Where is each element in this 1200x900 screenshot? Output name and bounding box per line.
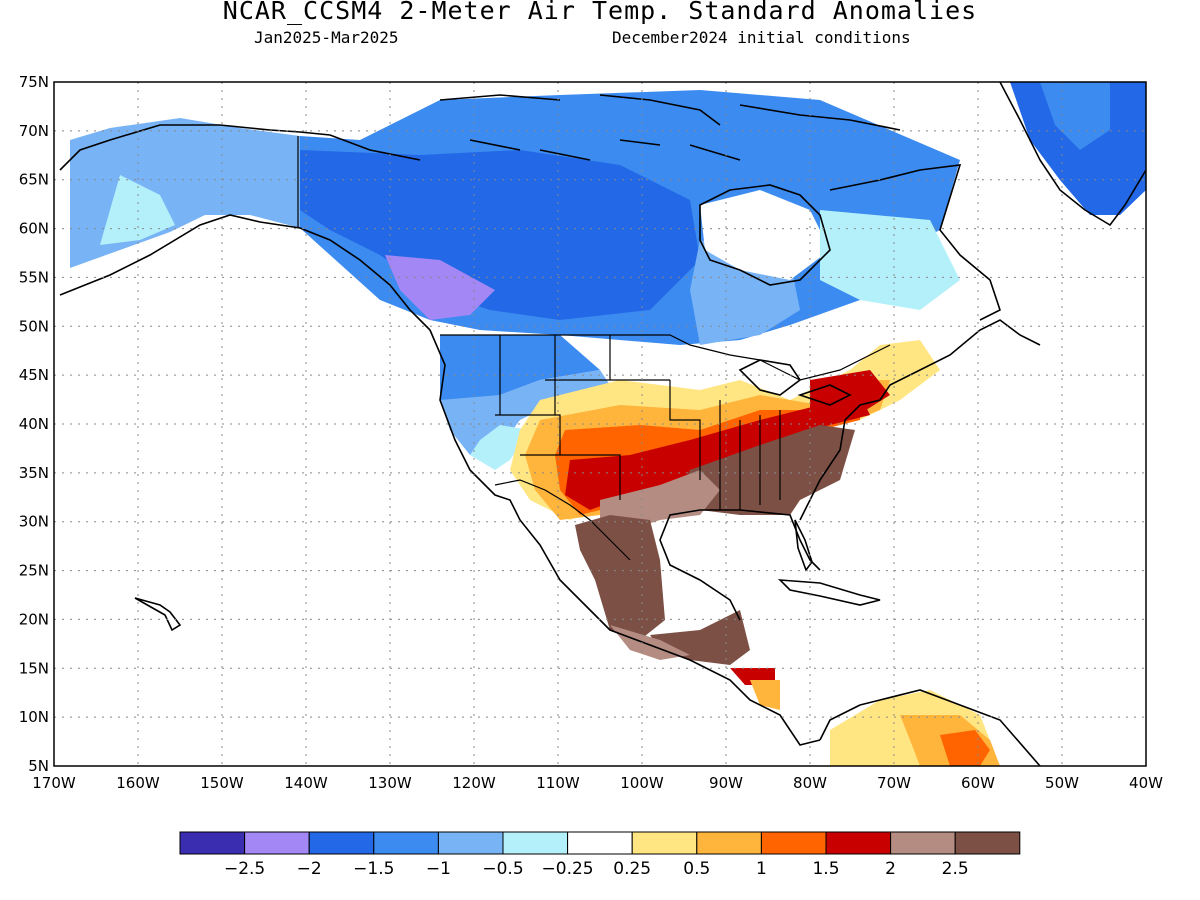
lon-tick-label: 140W [284,774,328,792]
lat-tick-label: 75N [19,73,49,91]
southeast-brown [680,425,855,515]
lon-tick-label: 70W [877,774,911,792]
init-label: December2024 initial conditions [612,28,911,47]
lon-tick-label: 80W [793,774,827,792]
hawaii [134,597,182,632]
arctic-islands [439,94,901,161]
lon-tick-label: 130W [368,774,412,792]
lat-tick-label: 60N [19,220,49,238]
quebec-light [820,210,960,310]
plot-frame [53,81,1147,767]
lat-tick-label: 40N [19,415,49,433]
central-america-tan [610,625,690,660]
hudson-bay-gap [700,190,830,280]
florida [794,519,813,572]
lon-tick-label: 160W [116,774,160,792]
bc-purple [385,255,495,320]
colorbar-swatch [308,831,375,855]
colorbar-swatch [631,831,698,855]
us-mexico-border [494,479,631,561]
east-coast [799,319,1041,521]
greenland-light [1040,82,1110,150]
lon-tick-label: 40W [1129,774,1163,792]
colorbar-swatch [825,831,892,855]
colorbar-swatch [373,831,439,855]
axis-ticks: 75N 70N 65N 60N 55N 50N 45N 40N 35N 30N 25N 20N 15N 1… [19,73,1163,792]
colorbar-swatch [567,831,633,855]
band-red [565,395,870,510]
lat-tick-label: 65N [19,171,49,189]
graticule [54,82,1146,766]
lat-tick-label: 25N [19,562,49,580]
colorbar-swatch [760,831,827,855]
colorbar-swatch [437,831,504,855]
state-lines [495,335,781,510]
lon-tick-label: 120W [452,774,496,792]
map-title: NCAR_CCSM4 2-Meter Air Temp. Standard An… [222,0,978,25]
colorbar-label: −1 [426,859,451,879]
lon-tick-label: 50W [1045,774,1079,792]
lat-tick-label: 5N [28,757,49,775]
south-tan [600,470,720,530]
political-borders [297,136,891,561]
colorbar-swatch [502,831,569,855]
lat-tick-label: 20N [19,610,49,628]
colorbar-label: 0.5 [683,859,710,879]
greenland-coast [999,82,1146,227]
colorbar-swatch [244,831,310,855]
colorbar-label: −2.5 [224,859,265,879]
hudson-bay [699,184,831,286]
colorbar-label: 2 [885,859,896,879]
colorbar-swatch [890,831,956,855]
lat-tick-label: 45N [19,366,49,384]
colorbar-label: 1 [756,859,767,879]
costa-rica-orange [750,680,780,710]
lat-tick-label: 15N [19,659,49,677]
colorbar-swatch [179,831,246,855]
colorbar-label: −2 [297,859,322,879]
cuba [777,579,881,606]
colorbar-label: −0.25 [542,859,594,879]
lon-tick-label: 170W [32,774,76,792]
lon-tick-label: 110W [536,774,580,792]
colorbar-label: 0.25 [613,859,651,879]
labrador-coast [829,164,1001,321]
lat-tick-label: 70N [19,122,49,140]
pacific-nw [440,335,600,405]
lat-tick-label: 35N [19,464,49,482]
colorbar-swatch [954,831,1021,855]
southwest-light [470,425,530,470]
alaska-coast [59,124,431,331]
lat-tick-label: 10N [19,708,49,726]
lon-tick-label: 90W [709,774,743,792]
colorbar-swatch [696,831,762,855]
west-coast [429,329,821,746]
colorbar-label: −0.5 [482,859,523,879]
colorbar: −2.5 −2 −1.5 −1 −0.5 −0.25 0.25 0.5 1 1.5 2 2.5 [179,831,1021,879]
colorbar-label: −1.5 [353,859,394,879]
lat-tick-label: 50N [19,317,49,335]
period-label: Jan2025-Mar2025 [254,28,399,47]
lat-tick-label: 30N [19,513,49,531]
lon-tick-label: 150W [200,774,244,792]
greenland-region [1010,82,1146,215]
colorbar-label: 2.5 [942,859,969,879]
us-canada-border [440,334,891,381]
gulf-coast [659,509,1041,766]
coastlines [59,82,1146,766]
lon-tick-label: 60W [961,774,995,792]
lon-tick-label: 100W [620,774,664,792]
lat-tick-label: 55N [19,268,49,286]
colorbar-label: 1.5 [812,859,839,879]
